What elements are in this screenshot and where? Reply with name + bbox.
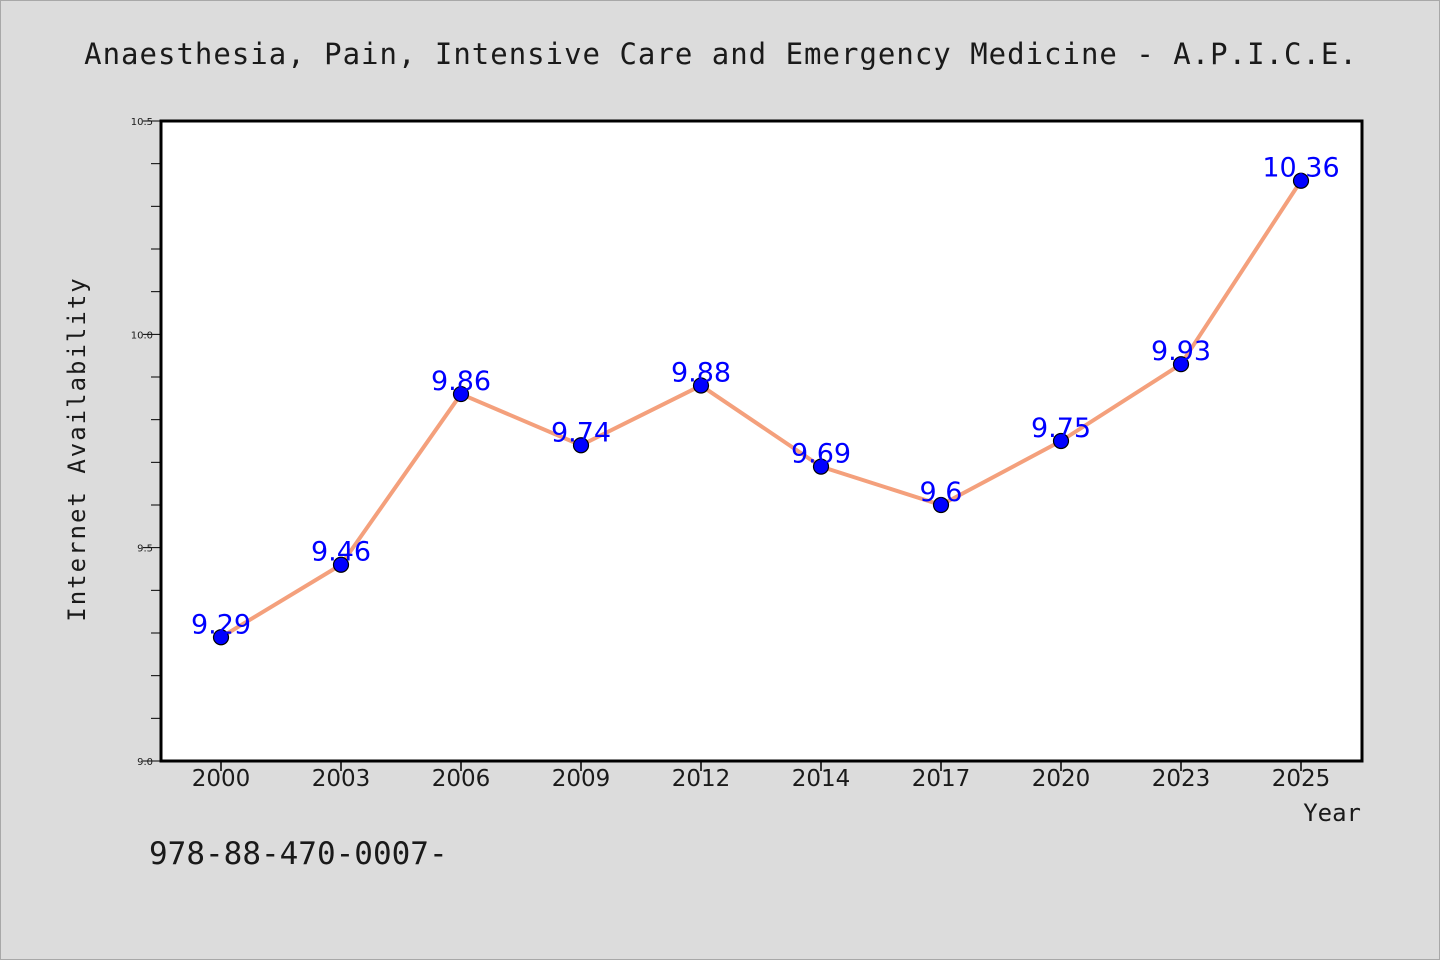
data-label: 9.86 xyxy=(431,366,491,397)
data-point-marker xyxy=(692,377,710,394)
data-point-marker xyxy=(812,458,830,475)
y-axis: 9.0 9.5 10.0 10.5 xyxy=(131,117,161,768)
x-axis-label: Year xyxy=(1303,799,1361,827)
data-point-marker xyxy=(1292,172,1310,189)
data-label: 9.88 xyxy=(671,358,731,389)
x-tick-label: 2006 xyxy=(432,766,491,792)
x-axis: 2000 2003 2006 2009 2012 2014 2017 2020 2023 2025 xyxy=(192,761,1331,792)
y-tick-label: 9.5 xyxy=(137,544,153,555)
y-tick-label: 9.0 xyxy=(137,757,153,768)
data-label: 9.93 xyxy=(1151,336,1211,367)
data-point-marker xyxy=(332,556,350,573)
data-label: 9.46 xyxy=(311,537,371,568)
series-internet-availability: 9.29 9.46 9.86 9.74 9.88 9.69 9.6 9.75 9.93 10.36 xyxy=(191,153,1340,646)
data-point-marker xyxy=(932,496,950,514)
data-label: 10.36 xyxy=(1262,153,1339,184)
data-label: 9.75 xyxy=(1031,413,1091,444)
data-label: 9.74 xyxy=(551,417,611,448)
footer-isbn-text: 978-88-470-0007- xyxy=(149,836,448,872)
x-tick-label: 2017 xyxy=(912,766,971,792)
x-tick-label: 2025 xyxy=(1272,766,1331,792)
data-point-marker xyxy=(1172,356,1190,373)
chart-title: Anaesthesia, Pain, Intensive Care and Em… xyxy=(84,37,1358,71)
data-label: 9.6 xyxy=(920,477,963,508)
x-tick-label: 2003 xyxy=(312,766,371,792)
data-point-marker xyxy=(212,629,230,646)
x-tick-label: 2009 xyxy=(552,766,611,792)
x-tick-label: 2014 xyxy=(792,766,851,792)
y-axis-label: Internet Availability xyxy=(63,276,91,621)
data-point-marker xyxy=(452,385,470,403)
y-tick-label: 10.5 xyxy=(131,117,153,128)
x-tick-label: 2000 xyxy=(192,766,251,792)
data-label: 9.69 xyxy=(791,439,851,470)
x-tick-label: 2020 xyxy=(1032,766,1091,792)
data-point-marker xyxy=(1052,432,1070,450)
data-label: 9.29 xyxy=(191,609,251,640)
y-tick-label: 10.0 xyxy=(131,330,153,341)
x-tick-label: 2012 xyxy=(672,766,731,792)
series-line xyxy=(219,178,1303,640)
plot-area xyxy=(159,119,1364,763)
x-tick-label: 2023 xyxy=(1152,766,1211,792)
data-point-marker xyxy=(572,437,590,454)
